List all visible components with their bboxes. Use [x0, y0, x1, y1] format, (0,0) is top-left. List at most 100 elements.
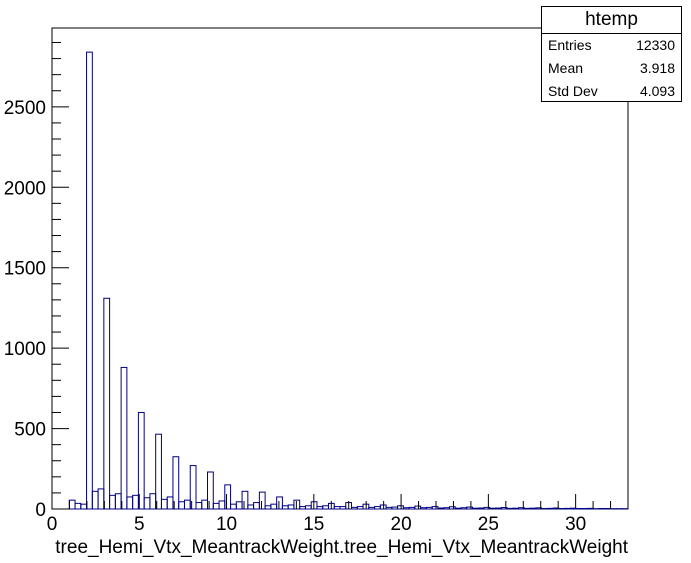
- histogram-bin: [241, 490, 249, 510]
- histogram-bin: [460, 507, 468, 510]
- histogram-bin: [103, 297, 111, 510]
- histogram-bin: [247, 504, 255, 510]
- histogram-bin: [195, 502, 203, 510]
- y-tick-label: 1000: [4, 339, 46, 360]
- histogram-bin: [114, 493, 122, 510]
- histogram-bin: [339, 506, 347, 510]
- histogram-bin: [264, 505, 272, 510]
- histogram-bin: [166, 496, 174, 510]
- histogram-bin: [391, 506, 399, 510]
- histogram-bin: [506, 507, 514, 510]
- histogram-bin: [402, 507, 410, 510]
- histogram-bin: [230, 503, 237, 510]
- histogram-bin: [437, 507, 445, 510]
- histogram-bin: [160, 498, 168, 510]
- histogram-bin: [431, 506, 439, 510]
- histogram-bin: [448, 506, 456, 510]
- histogram-bin: [477, 507, 485, 510]
- histogram-bin: [333, 506, 341, 510]
- histogram-bin: [385, 506, 393, 510]
- histogram-bin: [120, 366, 128, 510]
- x-tick-label: 20: [391, 514, 412, 535]
- histogram-bin: [74, 502, 82, 510]
- x-tick-label: 5: [134, 514, 145, 535]
- histogram-bin: [218, 500, 226, 510]
- stats-row-mean: Mean 3.918: [542, 57, 681, 80]
- histogram-bin: [86, 51, 93, 510]
- histogram-bin: [374, 506, 381, 510]
- histogram-bin: [224, 484, 232, 510]
- histogram-bin: [304, 505, 312, 510]
- y-tick-label: 500: [14, 420, 46, 441]
- x-axis-title: tree_Hemi_Vtx_MeantrackWeight.tree_Hemi_…: [55, 537, 628, 558]
- histogram-bin: [137, 411, 145, 510]
- histogram-bin: [281, 505, 289, 510]
- histogram-bin: [546, 507, 554, 510]
- histogram-bin: [489, 507, 497, 510]
- histogram-bin: [68, 499, 76, 510]
- histogram-bin: [132, 494, 139, 510]
- histogram-bin: [91, 490, 99, 510]
- stats-label: Entries: [548, 37, 592, 53]
- histogram-bin: [471, 507, 479, 510]
- x-tick-label: 0: [47, 514, 58, 535]
- stats-label: Mean: [548, 60, 584, 76]
- histogram-bin: [212, 502, 220, 510]
- stats-title: htemp: [542, 7, 681, 34]
- x-tick-label: 25: [478, 514, 499, 535]
- histogram-bin: [299, 506, 306, 510]
- histogram-bin: [276, 496, 283, 510]
- histogram-bin: [564, 507, 571, 510]
- stats-value: 4.093: [639, 83, 675, 99]
- stats-value: 3.918: [639, 60, 675, 76]
- histogram-bin: [523, 507, 531, 510]
- histogram-bin: [270, 503, 278, 510]
- histogram-bin: [529, 507, 537, 510]
- histogram-bin: [149, 493, 157, 510]
- histogram-bin: [172, 456, 180, 510]
- histogram-bin: [397, 505, 404, 510]
- stats-row-stddev: Std Dev 4.093: [542, 80, 681, 103]
- stats-value: 12330: [636, 37, 675, 53]
- histogram-bin: [587, 507, 594, 510]
- y-tick-label: 0: [35, 500, 46, 521]
- histogram-bin: [425, 506, 433, 510]
- histogram-bin: [420, 507, 427, 510]
- histogram-bin: [466, 506, 473, 510]
- histogram-bin: [235, 501, 243, 510]
- histogram-bin: [443, 507, 450, 510]
- histogram-bin: [351, 506, 358, 510]
- stats-row-entries: Entries 12330: [542, 34, 681, 57]
- y-tick-label: 2500: [4, 98, 46, 119]
- x-tick-label: 30: [565, 514, 586, 535]
- histogram-bin: [109, 494, 116, 510]
- histogram-bin: [143, 497, 151, 510]
- histogram-bin: [253, 502, 260, 510]
- histogram-bin: [189, 465, 197, 510]
- histogram-bin: [258, 491, 266, 510]
- y-tick-label: 2000: [4, 178, 46, 199]
- histogram-bin: [368, 506, 376, 510]
- histogram-bars: [68, 51, 629, 510]
- histogram-bin: [126, 496, 134, 510]
- histogram-bin: [155, 433, 162, 510]
- histogram-bin: [512, 507, 520, 510]
- y-tick-label: 1500: [4, 259, 46, 280]
- histogram-bin: [414, 505, 422, 510]
- histogram-bin: [483, 506, 491, 510]
- stats-box: htemp Entries 12330 Mean 3.918 Std Dev 4…: [541, 6, 682, 102]
- histogram-bin: [322, 505, 329, 510]
- histogram-bin: [287, 504, 295, 510]
- histogram-bin: [97, 488, 105, 510]
- x-tick-label: 10: [216, 514, 237, 535]
- histogram-bin: [80, 503, 88, 510]
- stats-label: Std Dev: [548, 83, 598, 99]
- y-axis: 0 500 1000 1500 2000 2500: [4, 41, 69, 521]
- histogram-bin: [178, 501, 185, 510]
- histogram-bin: [201, 499, 209, 510]
- histogram-bin: [356, 506, 364, 510]
- histogram-bin: [454, 507, 462, 510]
- x-axis: 0 5 10 15 20 25 30: [47, 494, 629, 535]
- histogram-bin: [207, 471, 214, 510]
